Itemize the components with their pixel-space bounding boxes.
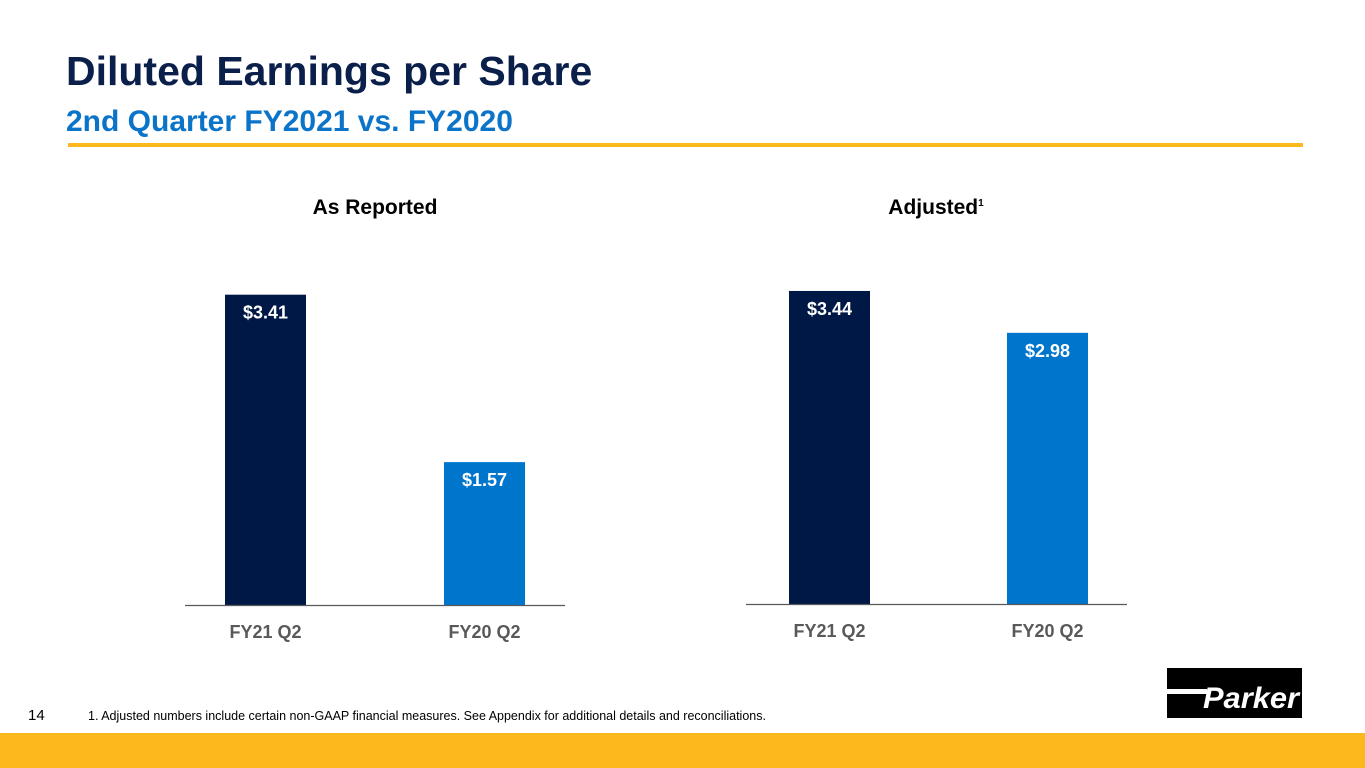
footnote: 1. Adjusted numbers include certain non-… [88,709,766,723]
title-divider [68,143,1303,147]
data-label: $1.57 [462,470,507,490]
data-label: $3.41 [243,303,288,323]
page-subtitle: 2nd Quarter FY2021 vs. FY2020 [66,105,513,138]
bar-fy21-q2 [789,290,870,604]
x-tick-label: FY21 Q2 [793,621,865,641]
parker-logo: Parker [1167,668,1302,718]
data-label: $2.98 [1025,341,1070,361]
bar-fy21-q2 [225,294,306,605]
chart-title-reported: As Reported [185,196,565,220]
bar-fy20-q2 [1007,332,1088,604]
footnote-marker: 1 [978,198,984,209]
data-label: $3.44 [807,299,852,319]
page-number: 14 [28,707,45,724]
x-tick-label: FY20 Q2 [448,622,520,642]
chart-title-adjusted: Adjusted1 [746,196,1126,220]
page-title: Diluted Earnings per Share [66,48,593,94]
chart-title-text: As Reported [312,196,438,219]
x-tick-label: FY20 Q2 [1011,621,1083,641]
bar-fy20-q2 [444,462,525,605]
footer-bar [0,733,1365,768]
chart-title-text: Adjusted [888,196,979,219]
svg-text:Parker: Parker [1203,682,1301,715]
x-tick-label: FY21 Q2 [229,622,301,642]
